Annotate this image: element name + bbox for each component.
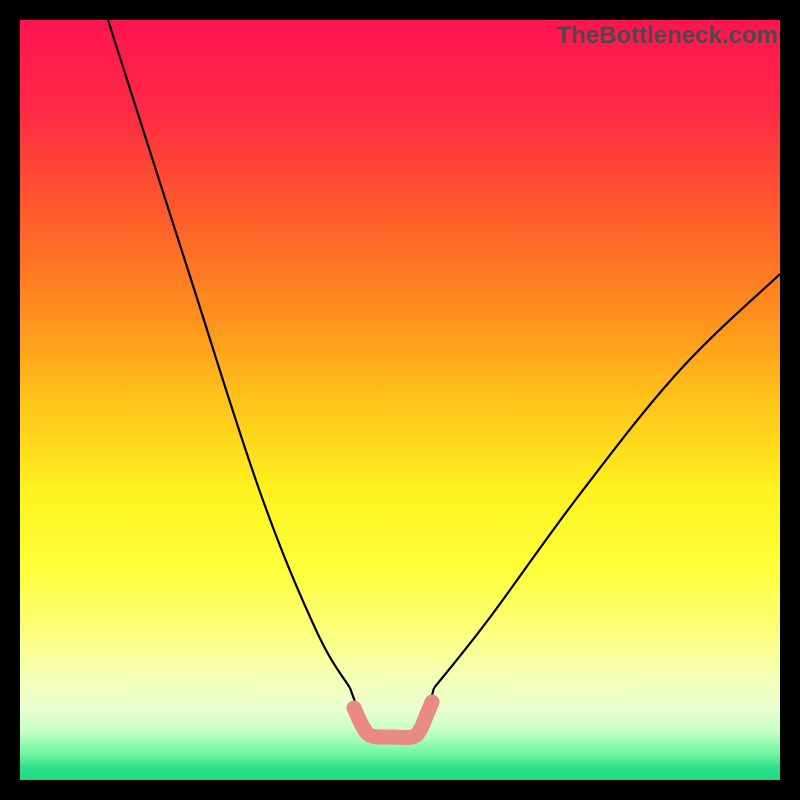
chart-root: TheBottleneck.com <box>0 0 800 800</box>
valley-marker <box>354 702 432 738</box>
plot-area <box>20 20 780 780</box>
curve-right <box>434 274 780 688</box>
curve-left <box>108 20 350 688</box>
curves-layer <box>20 20 780 780</box>
watermark-text: TheBottleneck.com <box>557 22 778 50</box>
